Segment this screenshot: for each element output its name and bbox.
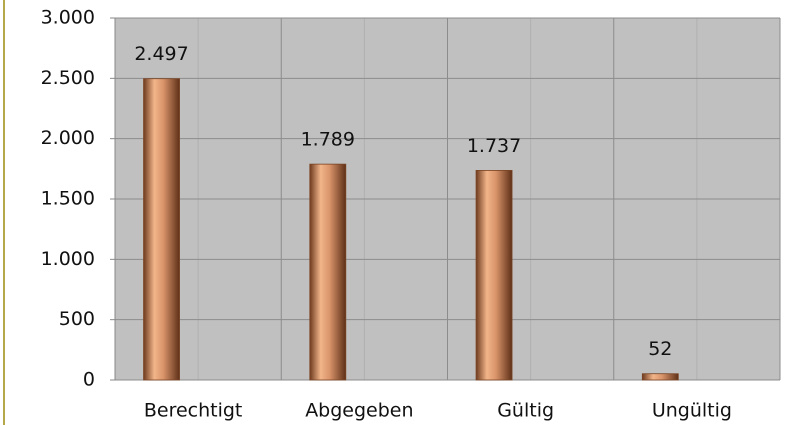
data-label: 1.737 <box>467 135 521 157</box>
y-tick-label: 2.500 <box>41 67 95 89</box>
y-tick-label: 2.000 <box>41 127 95 149</box>
bar <box>641 373 679 381</box>
x-tick-label: Ungültig <box>652 400 732 422</box>
y-tick-label: 3.000 <box>41 7 95 29</box>
y-tick-label: 500 <box>59 308 95 330</box>
y-tick-label: 1.500 <box>41 188 95 210</box>
data-label: 1.789 <box>301 129 355 151</box>
bar <box>143 78 180 381</box>
x-tick-label: Abgegeben <box>305 400 413 422</box>
data-label: 2.497 <box>134 43 188 65</box>
x-tick-label: Berechtigt <box>144 400 243 422</box>
y-tick-label: 1.000 <box>41 248 95 270</box>
bar <box>475 170 513 381</box>
bar <box>309 163 347 381</box>
y-tick-label: 0 <box>83 369 95 391</box>
data-label: 52 <box>648 338 672 360</box>
x-tick-label: Gültig <box>497 400 554 422</box>
